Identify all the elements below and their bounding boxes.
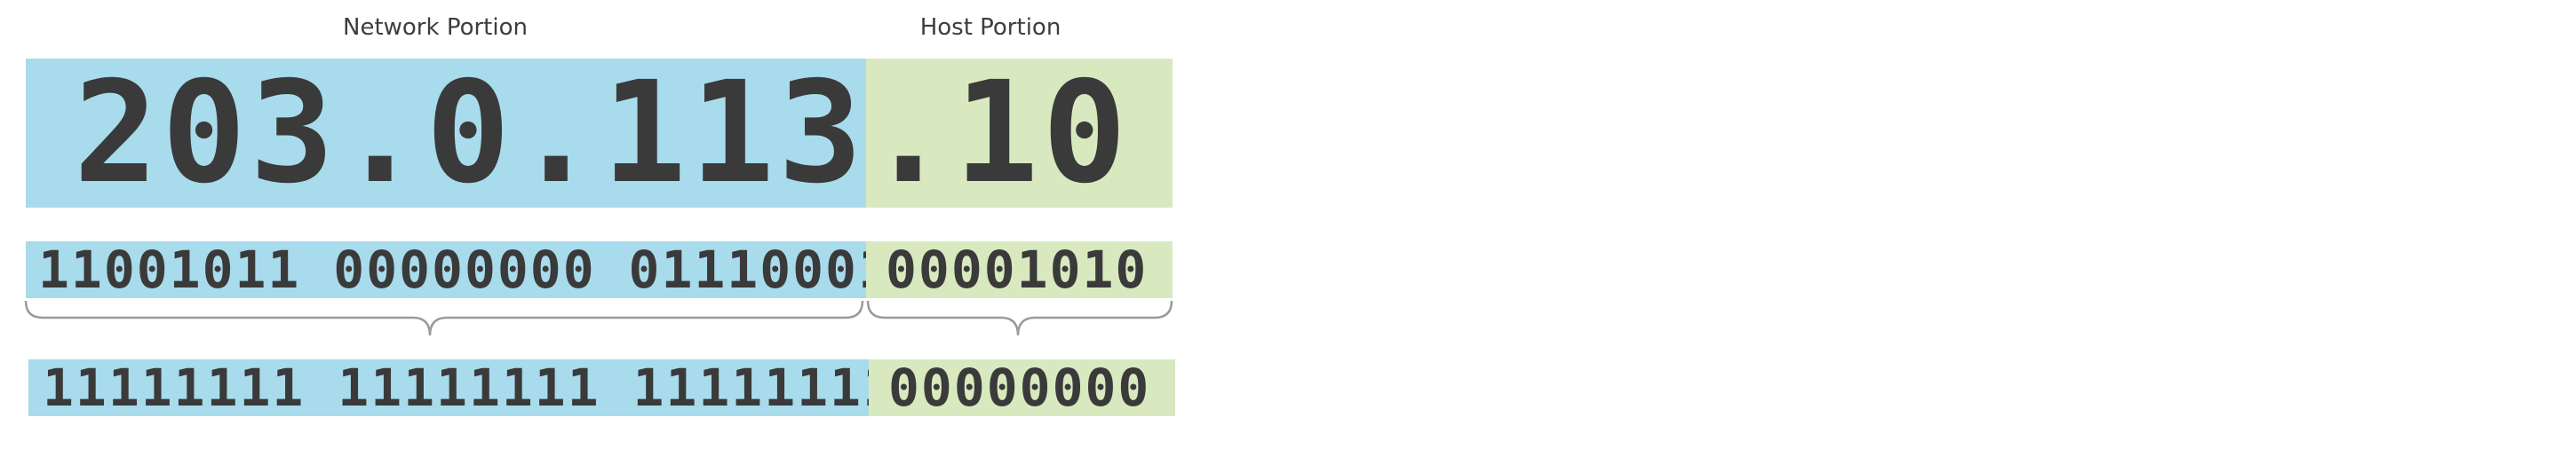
network-brace: [24, 300, 864, 336]
binary-mask-host-segment: 00000000: [869, 359, 1175, 416]
binary-address-host-segment: 00001010: [866, 241, 1173, 298]
binary-mask-host-text: 00000000: [888, 359, 1151, 416]
host-brace: [866, 300, 1173, 336]
binary-mask-network-segment: 11111111 11111111 11111111: [28, 359, 869, 416]
portion-braces: [24, 300, 1173, 336]
ip-host-segment: .10: [866, 59, 1173, 208]
ip-network-text: 203.0.113: [73, 59, 866, 208]
network-portion-label: Network Portion: [343, 14, 528, 41]
binary-address-host-text: 00001010: [886, 241, 1149, 298]
host-portion-label: Host Portion: [919, 14, 1061, 41]
ip-network-segment: 203.0.113: [26, 59, 866, 208]
binary-address-network-segment: 11001011 00000000 01110001: [26, 241, 866, 298]
binary-address-network-text: 11001011 00000000 01110001: [38, 241, 866, 298]
ip-host-text: .10: [866, 59, 1131, 208]
binary-mask-network-text: 11111111 11111111 11111111: [43, 359, 869, 416]
